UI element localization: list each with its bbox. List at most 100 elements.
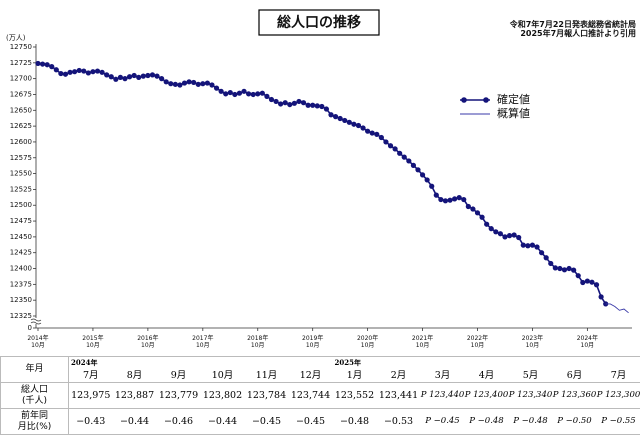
legend-label: 概算値 [497,106,530,120]
month-label: 11月 [244,368,289,383]
y-tick-label: 12350 [10,296,32,304]
data-point [149,72,156,78]
data-point [580,279,586,286]
y-tick-label: 12425 [10,249,32,257]
data-point [241,88,247,94]
header-cell: 年月 [0,356,69,383]
data-point [406,158,412,164]
data-point [484,221,490,227]
data-point [538,250,545,256]
data-point [154,73,160,79]
data-point [516,234,522,241]
data-point [200,81,206,87]
y-tick-label: 12475 [10,217,32,225]
data-point [575,273,581,279]
data-point [104,72,110,78]
table-cell: P −0.48 [508,408,553,435]
data-point [305,102,311,108]
data-point [506,233,513,239]
data-point [186,79,192,85]
data-point [250,91,256,98]
y-tick-label: 12500 [10,201,32,209]
table-cell: P 123,440 [420,382,465,409]
year-label [156,356,201,368]
year-label: 2024年 [68,356,113,368]
data-point [85,70,91,76]
data-point [213,85,220,91]
data-point [401,154,407,160]
data-point [287,101,293,108]
data-point [424,177,430,183]
table-cell: 123,802 [200,382,245,409]
table-cell: −0.44 [112,408,157,435]
data-point [140,73,146,79]
data-point [232,91,238,98]
data-point [374,131,380,137]
data-point [429,183,435,189]
data-point [273,98,279,105]
data-point [355,122,362,129]
data-point [442,198,449,204]
data-point [177,82,183,88]
y-tick-label: 12375 [10,280,32,288]
data-point [282,100,288,106]
y-tick-label: 12600 [10,138,32,146]
x-tick-label: 2017年 10月 [192,334,213,349]
month-label: 8月 [112,368,157,383]
table-cell: −0.43 [68,408,113,435]
month-label: 7月 [596,368,640,383]
year-label [376,356,421,368]
month-label: 3月 [420,368,465,383]
data-point [245,91,252,97]
data-point [543,255,549,261]
x-tick-label: 2015年 10月 [82,334,103,349]
month-label: 5月 [508,368,553,383]
table-cell: −0.48 [332,408,377,435]
data-point [502,234,508,240]
data-point [145,72,151,79]
table-cell: P 123,400 [464,382,509,409]
data-point [90,69,96,75]
table-cell: P −0.48 [464,408,509,435]
data-point [383,139,389,145]
data-point [168,81,174,87]
y-tick-label: 12725 [10,59,32,67]
x-tick-label: 2018年 10月 [247,334,268,349]
year-label [508,356,553,368]
data-point [552,265,558,271]
data-point [204,80,210,86]
table-cell: −0.45 [288,408,333,435]
month-label: 4月 [464,368,509,383]
data-point [310,102,316,108]
data-point [397,150,403,156]
data-point [351,121,357,127]
data-point [218,88,224,94]
data-point [337,115,343,122]
y-unit: (万人) [6,34,26,42]
data-point [474,210,481,216]
data-point [35,60,41,67]
x-tick-label: 2020年 10月 [357,334,378,349]
data-point [314,103,320,109]
data-point [378,134,384,141]
data-point [465,203,471,210]
data-point [62,71,69,77]
data-point [58,70,64,77]
data-point [172,81,178,87]
data-point [113,76,119,82]
table-cell: −0.45 [244,408,289,435]
data-point [456,195,462,201]
x-tick-label: 2023年 10月 [522,334,543,349]
table-cell: P 123,300 [596,382,640,409]
data-point [566,265,572,272]
data-point [264,93,270,99]
data-point [529,242,536,248]
y-tick-label: 0 [28,324,32,332]
table-cell: 123,552 [332,382,377,409]
table-cell: P −0.55 [596,408,640,435]
data-point [511,232,517,238]
data-point [557,265,563,272]
y-tick-label: 12650 [10,106,32,114]
data-point [470,206,476,212]
table-cell: P −0.50 [552,408,597,435]
